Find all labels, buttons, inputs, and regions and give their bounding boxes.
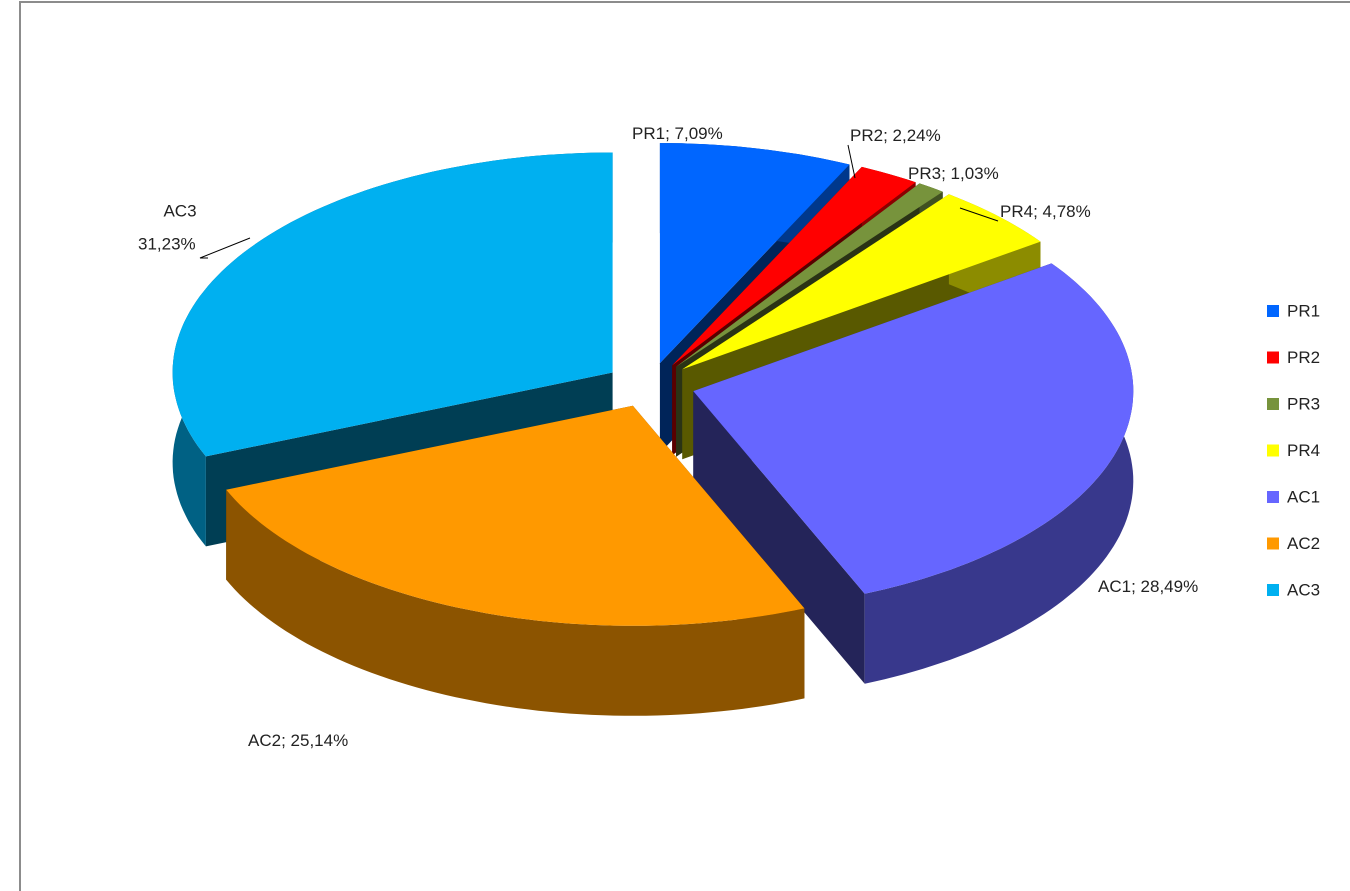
- legend-swatch: [1267, 351, 1279, 364]
- label-value: 28,49%: [1141, 577, 1199, 596]
- label-value: 7,09%: [675, 124, 723, 143]
- label-separator: ;: [1131, 577, 1140, 596]
- label-name: PR1: [632, 124, 665, 143]
- label-value: 25,14%: [291, 731, 349, 750]
- slice: [676, 183, 943, 367]
- label-name: PR2: [850, 126, 883, 145]
- legend-label: AC3: [1287, 580, 1320, 599]
- label-name: AC2: [248, 731, 281, 750]
- legend-label: AC1: [1287, 487, 1320, 506]
- legend-swatch: [1267, 537, 1279, 550]
- label-separator: ;: [1033, 202, 1042, 221]
- legend-label: PR2: [1287, 348, 1320, 367]
- slice: [172, 152, 613, 457]
- data-label: AC3: [163, 201, 196, 220]
- legend-label: PR3: [1287, 394, 1320, 413]
- slice: [672, 166, 916, 366]
- leader-line: [847, 144, 856, 179]
- legend-swatch: [1267, 305, 1279, 317]
- slice: [226, 405, 805, 626]
- leader-line: [959, 207, 999, 222]
- label-value: 1,03%: [951, 164, 999, 183]
- label-name: PR4: [1000, 202, 1033, 221]
- label-separator: ;: [941, 164, 950, 183]
- label-separator: ;: [883, 126, 892, 145]
- leader-line: [199, 237, 251, 259]
- label-name: PR3: [908, 164, 941, 183]
- slice: [682, 194, 1041, 370]
- data-label: PR1; 7,09%: [632, 124, 723, 143]
- data-label: AC1; 28,49%: [1098, 577, 1198, 596]
- chart-border: [19, 1, 1350, 891]
- data-label: AC2; 25,14%: [248, 731, 348, 750]
- slice-wall: [226, 489, 805, 716]
- label-separator: ;: [281, 731, 290, 750]
- label-value: 2,24%: [893, 126, 941, 145]
- data-label: PR3; 1,03%: [908, 164, 999, 183]
- legend-label: AC2: [1287, 534, 1320, 553]
- legend-label: PR1: [1287, 301, 1320, 320]
- data-label: 31,23%: [138, 234, 196, 253]
- legend-swatch: [1267, 491, 1279, 503]
- label-value: 4,78%: [1043, 202, 1091, 221]
- slice: [693, 263, 1134, 594]
- slice: [659, 143, 850, 364]
- legend-swatch: [1267, 584, 1279, 596]
- label-name: AC1: [1098, 577, 1131, 596]
- legend-label: PR4: [1287, 441, 1320, 460]
- data-label: PR4; 4,78%: [1000, 202, 1091, 221]
- label-separator: ;: [665, 124, 674, 143]
- data-label: PR2; 2,24%: [850, 126, 941, 145]
- legend-swatch: [1267, 444, 1279, 457]
- slice-wall: [864, 263, 1134, 684]
- legend-swatch: [1267, 398, 1279, 410]
- slice-side: [693, 391, 865, 684]
